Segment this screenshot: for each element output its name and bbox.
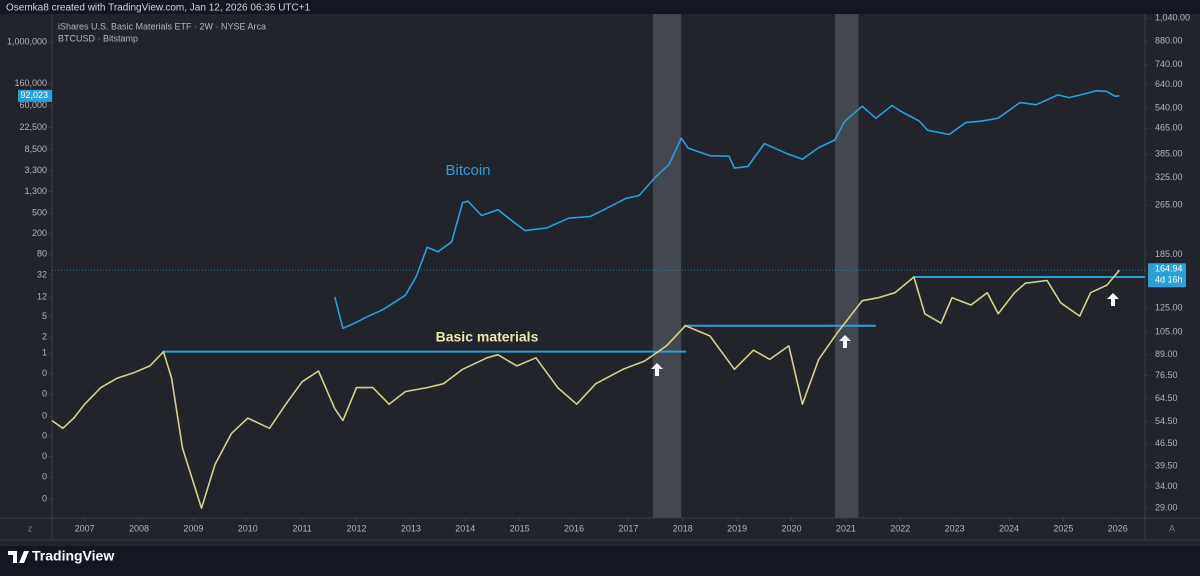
- x-tick-label: 2010: [238, 523, 258, 533]
- y2-tick-label: 265.00: [1155, 200, 1183, 210]
- y2-tick-label: 76.50: [1155, 370, 1178, 380]
- y-tick-label: 0: [42, 472, 47, 482]
- y-tick-label: 3,300: [24, 165, 47, 175]
- y2-tick-label: 89.00: [1155, 349, 1178, 359]
- y-tick-label: 22,500: [19, 122, 47, 132]
- y-tick-label: 0: [42, 494, 47, 504]
- x-tick-label: 2014: [455, 523, 475, 533]
- y2-tick-label: 64.50: [1155, 393, 1178, 403]
- y2-tick-label: 465.00: [1155, 123, 1183, 133]
- y-tick-label: 80: [37, 249, 47, 259]
- x-tick-label: 2012: [347, 523, 367, 533]
- scale-button[interactable]: A: [1169, 523, 1175, 533]
- y2-tick-label: 125.00: [1155, 303, 1183, 313]
- current-price-tag: [1148, 263, 1186, 288]
- y-tick-label: 0: [42, 389, 47, 399]
- legend-entry: BTCUSD · Bitstamp: [58, 33, 138, 43]
- y2-tick-label: 540.00: [1155, 102, 1183, 112]
- y-tick-label: 1,000,000: [7, 37, 47, 47]
- y-tick-label: 160,000: [14, 78, 47, 88]
- y2-tick-label: 29.00: [1155, 503, 1178, 513]
- y2-tick-label: 105.00: [1155, 326, 1183, 336]
- x-tick-label: 2013: [401, 523, 421, 533]
- series-line: [334, 90, 1120, 329]
- y-tick-label: 500: [32, 208, 47, 218]
- y-tick-label: 0: [42, 451, 47, 461]
- y2-tick-label: 740.00: [1155, 59, 1183, 69]
- x-tick-label: 2020: [782, 523, 802, 533]
- x-tick-label: 2023: [945, 523, 965, 533]
- x-tick-label: 2007: [75, 523, 95, 533]
- x-tick-label: 2025: [1053, 523, 1073, 533]
- x-tick-label: 2024: [999, 523, 1019, 533]
- x-tick-label: 2008: [129, 523, 149, 533]
- y2-tick-label: 185.00: [1155, 249, 1183, 259]
- highlight-range: [835, 14, 859, 518]
- x-tick-label: 2022: [890, 523, 910, 533]
- y-tick-label: 12: [37, 291, 47, 301]
- credit: Osemka8 created with TradingView.com, Ja…: [6, 3, 311, 14]
- series-line: [51, 269, 1121, 509]
- brand-logo: TradingView: [8, 548, 114, 564]
- y2-tick-label: 325.00: [1155, 172, 1183, 182]
- plot-background: [0, 14, 1200, 546]
- x-tick-label: 2016: [564, 523, 584, 533]
- y-tick-label: 2: [42, 332, 47, 342]
- scale-button[interactable]: z: [28, 523, 33, 533]
- y2-tick-label: 39.50: [1155, 460, 1178, 470]
- y-tick-label: 32: [37, 269, 47, 279]
- x-tick-label: 2009: [183, 523, 203, 533]
- y-tick-label: 0: [42, 430, 47, 440]
- last-price-label: 92,023: [20, 90, 48, 100]
- x-tick-label: 2018: [673, 523, 693, 533]
- y-tick-label: 0: [42, 411, 47, 421]
- y-tick-label: 60,000: [19, 100, 47, 110]
- brand: TradingView: [32, 548, 114, 564]
- annotation: Basic materials: [436, 329, 539, 345]
- arrow: [651, 293, 1119, 376]
- x-tick-label: 2011: [292, 523, 311, 533]
- x-tick-label: 2015: [510, 523, 530, 533]
- y2-tick-label: 46.50: [1155, 438, 1178, 448]
- x-tick-label: 2021: [836, 523, 856, 533]
- x-tick-label: 2019: [727, 523, 747, 533]
- y2-tick-label: 34.00: [1155, 481, 1178, 491]
- annotation: Bitcoin: [445, 162, 490, 179]
- y-tick-label: 1: [42, 347, 47, 357]
- countdown: 4d 16h: [1155, 275, 1183, 285]
- last-price-tag: [18, 89, 52, 102]
- x-tick-label: 2026: [1108, 523, 1128, 533]
- y2-tick-label: 880.00: [1155, 35, 1183, 45]
- y-tick-label: 1,300: [24, 186, 47, 196]
- y-tick-label: 8,500: [24, 144, 47, 154]
- y-tick-label: 200: [32, 228, 47, 238]
- y2-tick-label: 385.00: [1155, 149, 1183, 159]
- y-tick-label: 5: [42, 311, 47, 321]
- y2-tick-label: 1,040.00: [1155, 13, 1190, 23]
- legend-entry: iShares U.S. Basic Materials ETF · 2W · …: [58, 21, 266, 31]
- y2-tick-label: 640.00: [1155, 79, 1183, 89]
- current-price-label: 164.94: [1155, 264, 1183, 274]
- y-tick-label: 0: [42, 368, 47, 378]
- highlight-range: [652, 14, 682, 518]
- y2-tick-label: 54.50: [1155, 416, 1178, 426]
- x-tick-label: 2017: [618, 523, 638, 533]
